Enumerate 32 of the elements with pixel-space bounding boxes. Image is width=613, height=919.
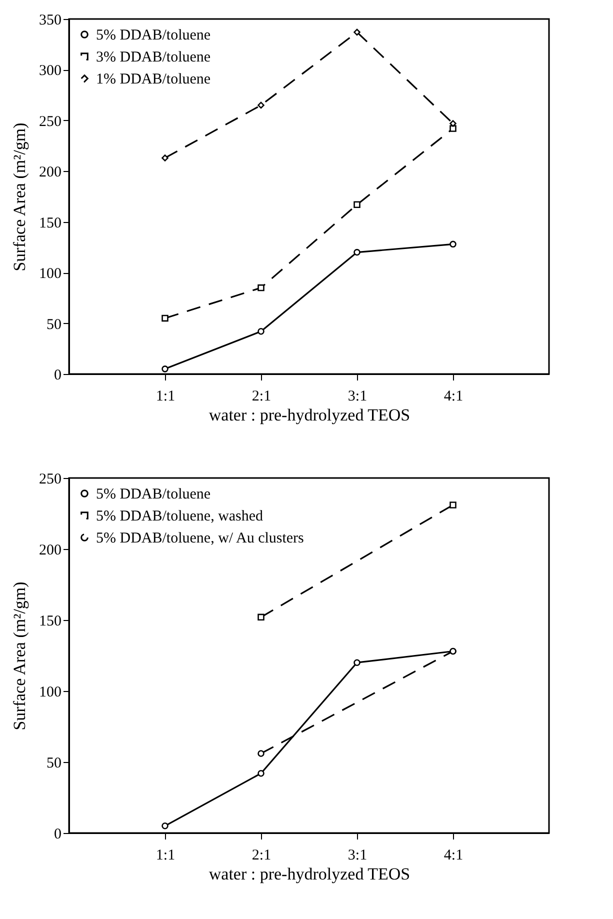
x-tick-label: 3:1 — [348, 388, 368, 404]
y-axis-title: Surface Area (m²/gm) — [10, 122, 29, 272]
x-tick-label: 1:1 — [156, 848, 176, 864]
y-tick-label: 200 — [39, 164, 62, 181]
y-tick-label: 250 — [39, 114, 62, 130]
x-tick-label: 3:1 — [348, 848, 368, 864]
x-axis-title: water : pre-hydrolyzed TEOS — [208, 406, 410, 424]
y-tick-label: 50 — [46, 316, 62, 333]
y-axis-title: Surface Area (m²/gm) — [10, 582, 29, 730]
y-tick-label: 200 — [39, 542, 62, 558]
legend-label: 5% DDAB/toluene — [96, 28, 211, 44]
y-tick-label: 100 — [39, 266, 62, 282]
x-axis-title: water : pre-hydrolyzed TEOS — [208, 864, 410, 884]
y-tick-label: 100 — [39, 684, 62, 700]
y-tick-label: 50 — [46, 756, 62, 772]
y-tick-label: 0 — [54, 368, 62, 384]
y-tick-label: 250 — [39, 472, 62, 488]
legend-label: 1% DDAB/toluene — [96, 72, 211, 88]
x-tick-label: 4:1 — [444, 388, 464, 404]
x-tick-label: 4:1 — [444, 848, 464, 864]
x-tick-label: 1:1 — [156, 388, 176, 404]
y-tick-label: 150 — [39, 614, 62, 630]
legend-label: 5% DDAB/toluene, washed — [96, 508, 264, 524]
y-tick-label: 0 — [54, 826, 62, 842]
legend-label: 3% DDAB/toluene — [96, 50, 211, 66]
y-tick-label: 350 — [39, 12, 62, 28]
legend-label: 5% DDAB/toluene — [96, 486, 211, 502]
legend-label: 5% DDAB/toluene, w/ Au clusters — [96, 530, 304, 546]
x-tick-label: 2:1 — [252, 848, 272, 864]
y-tick-label: 150 — [39, 215, 62, 232]
y-tick-label: 300 — [39, 63, 62, 80]
x-tick-label: 2:1 — [252, 388, 272, 404]
